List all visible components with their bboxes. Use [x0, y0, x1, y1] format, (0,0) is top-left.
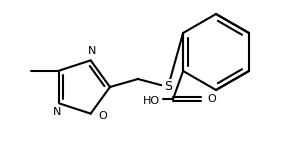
- Text: O: O: [207, 94, 216, 104]
- Text: N: N: [53, 107, 61, 117]
- Text: S: S: [164, 81, 172, 93]
- Text: HO: HO: [143, 96, 160, 106]
- Text: N: N: [88, 46, 96, 56]
- Text: O: O: [99, 111, 107, 121]
